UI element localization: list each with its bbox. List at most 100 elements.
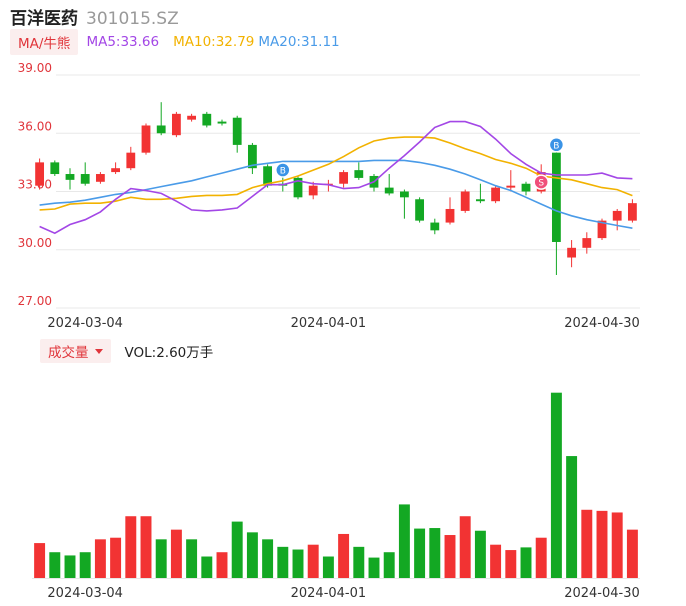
price-tick-label: 30.00 [18,236,52,250]
volume-bar [429,528,441,578]
volume-bar [414,528,426,578]
candle-body [384,187,394,194]
price-tick-label: 39.00 [18,61,52,75]
volume-bar [186,539,198,578]
volume-bar [64,555,76,578]
volume-indicator-selector[interactable]: 成交量 [40,339,111,363]
candle-body [506,185,516,188]
volume-bar [505,550,517,578]
caret-down-icon [94,348,103,354]
volume-bar [611,512,623,578]
candle-body [50,162,60,175]
price-tick-label: 27.00 [18,294,52,308]
marker-label: B [280,167,286,177]
price-tick-label: 36.00 [18,119,52,133]
candle-body [521,183,531,192]
volume-bar [322,556,334,578]
volume-bar [170,529,182,578]
marker-label: S [538,179,544,189]
volume-bar [581,509,593,578]
candle-body [597,220,607,239]
volume-bar [383,552,395,578]
volume-bar [246,532,258,578]
candle-body [354,170,364,178]
candle-body [111,168,121,173]
volume-bar [277,546,289,578]
volume-bar [110,537,122,578]
candle-body [339,172,349,184]
candle-body [293,177,303,198]
volume-label: 成交量 [48,345,89,361]
volume-bar [34,543,46,578]
stock-code: 301015.SZ [86,9,179,29]
price-x-tick-label: 2024-04-30 [564,316,640,331]
candle-body [551,152,561,242]
candle-body [308,185,318,196]
candle-body [80,174,90,184]
volume-bar [398,504,410,578]
candle-body [399,191,409,198]
candle-body [491,187,501,202]
volume-bar [566,456,578,578]
candle-body [202,113,212,126]
volume-bar [459,516,471,578]
volume-value: VOL:2.60万手 [124,345,214,361]
volume-bar [140,516,152,578]
candle-body [247,144,257,169]
candle-body [65,174,75,180]
volume-bar [125,516,137,578]
volume-bar [535,537,547,578]
volume-bar [338,533,350,578]
ma5-line [39,120,633,235]
sell-marker-icon [533,174,549,190]
chart-header: 百洋医药 301015.SZ [10,4,179,29]
volume-bar [292,549,304,578]
ma10-line [39,136,633,211]
volume-bar [262,539,274,578]
candle-body [141,125,151,153]
volume-bar [201,556,213,578]
volume-bar [368,557,380,578]
volume-x-tick-label: 2024-04-30 [564,586,640,601]
candle-body [263,166,273,186]
volume-bar [307,544,319,578]
buy-marker-icon [275,162,291,178]
volume-bar [216,552,228,578]
ma-legend: MA/牛熊 MA5:33.66 MA10:32.79 MA20:31.11 [10,29,340,55]
volume-bar [520,547,532,578]
marker-label: B [553,141,559,151]
price-x-tick-label: 2024-03-04 [47,316,123,331]
volume-bar [550,392,562,578]
candle-body [475,199,485,202]
volume-legend: 成交量 VOL:2.60万手 [40,339,214,363]
ma20-line [39,159,633,229]
candle-body [430,222,440,231]
volume-bar [79,552,91,578]
price-x-tick-label: 2024-04-01 [291,316,367,331]
volume-x-tick-label: 2024-03-04 [47,586,123,601]
volume-bar [626,529,638,578]
candle-body [95,174,105,182]
volume-bar [155,539,167,578]
volume-bar [474,530,486,578]
volume-bar [49,552,61,578]
candle-body [415,199,425,221]
candle-body [567,247,577,258]
volume-x-tick-label: 2024-04-01 [291,586,367,601]
volume-bar [231,521,243,578]
volume-bar [444,535,456,578]
candle-body [612,210,622,221]
candle-body [156,125,166,134]
volume-bar [490,544,502,578]
ma20-legend: MA20:31.11 [258,34,340,50]
candle-body [187,115,197,120]
ma10-legend: MA10:32.79 [173,34,255,50]
ma5-legend: MA5:33.66 [86,34,160,50]
volume-bar [353,546,365,578]
candle-body [217,121,227,124]
candle-body [171,113,181,136]
price-tick-label: 33.00 [18,178,52,192]
indicator-selector[interactable]: MA/牛熊 [10,29,79,55]
candle-body [126,152,136,169]
